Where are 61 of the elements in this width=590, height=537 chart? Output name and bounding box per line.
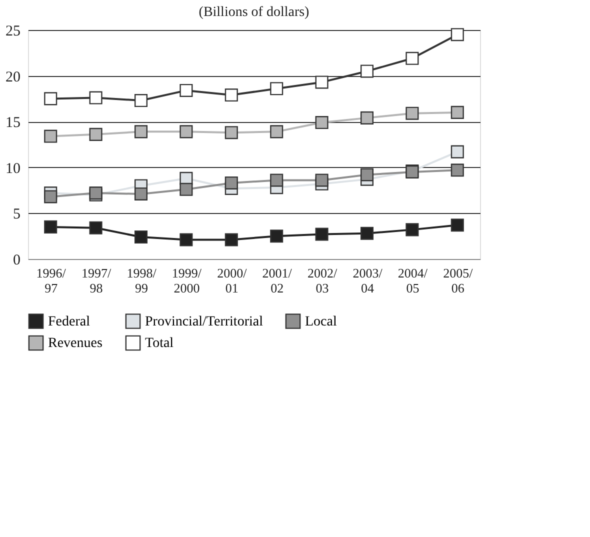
point	[134, 94, 148, 108]
point	[224, 126, 238, 140]
point	[134, 187, 148, 200]
x-tick-label: 2003/04	[352, 266, 383, 296]
point	[180, 233, 193, 246]
legend-label: Provincial/Territorial	[145, 314, 264, 330]
point	[224, 176, 238, 190]
point	[134, 125, 148, 138]
point	[406, 106, 419, 120]
x-tick-label: 1999/2000	[172, 266, 202, 296]
point	[315, 116, 328, 130]
legend-label: Total	[145, 336, 174, 351]
point	[44, 190, 58, 204]
point	[44, 92, 58, 106]
legend-label: Federal	[48, 314, 90, 330]
y-tick-label: 15	[6, 115, 20, 132]
point	[224, 233, 238, 246]
x-tick-label: 1998/99	[126, 266, 157, 296]
x-tick-label: 1996/97	[36, 266, 66, 296]
x-tick-label: 1997/98	[81, 266, 112, 296]
point	[360, 64, 374, 78]
x-tick-label: 2004/05	[398, 266, 428, 296]
point	[180, 84, 193, 97]
point	[406, 52, 419, 65]
point	[180, 182, 193, 196]
legend-label: Local	[305, 314, 337, 330]
x-tick-label: 2005/06	[443, 266, 474, 296]
point	[450, 164, 464, 177]
y-tick-label: 0	[13, 252, 20, 268]
point	[270, 125, 284, 138]
point	[315, 174, 328, 187]
y-tick-label: 25	[6, 24, 20, 40]
point	[224, 88, 238, 102]
x-tick-label: 2000/01	[217, 266, 248, 296]
point	[360, 168, 374, 182]
point	[270, 174, 284, 187]
point	[180, 125, 193, 138]
point	[450, 218, 464, 232]
point	[89, 91, 102, 104]
point	[450, 106, 464, 119]
point	[315, 76, 328, 89]
x-tick-label: 2001/02	[262, 266, 292, 296]
chart-subtitle: (Billions of dollars)	[198, 5, 310, 20]
point	[89, 221, 102, 234]
point	[406, 223, 419, 236]
y-tick-label: 10	[6, 160, 20, 177]
point	[270, 230, 284, 243]
point	[134, 230, 148, 244]
point	[44, 130, 58, 143]
point	[44, 220, 58, 234]
point	[315, 228, 328, 241]
x-tick-label: 2002/03	[307, 266, 338, 296]
legend-label: Revenues	[48, 336, 102, 351]
point	[270, 82, 284, 96]
point	[89, 128, 102, 141]
y-tick-label: 20	[6, 69, 20, 86]
point	[360, 111, 374, 124]
point	[360, 226, 374, 240]
point	[450, 145, 464, 158]
y-tick-label: 5	[13, 206, 20, 223]
point	[450, 28, 464, 42]
